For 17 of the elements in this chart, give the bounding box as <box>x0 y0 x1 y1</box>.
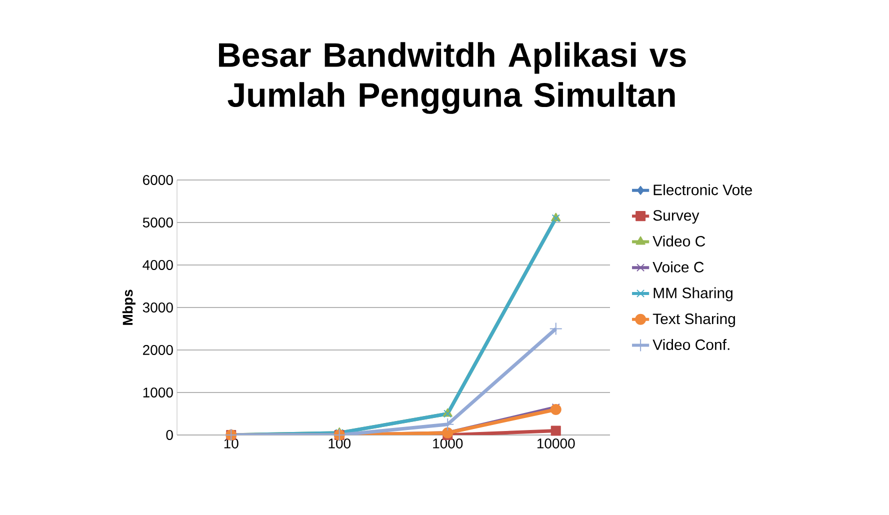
legend-label: Text Sharing <box>652 313 735 328</box>
legend-label: Voice C <box>652 261 704 272</box>
chart-title: Besar Bandwitdh Aplikasi vs Jumlah Pengguna Simultan <box>219 42 686 114</box>
x-tick-label: 10000 <box>537 438 575 448</box>
y-tick-label: 2000 <box>143 345 173 355</box>
y-tick-label: 6000 <box>143 175 173 185</box>
legend-label: Video Conf. <box>652 339 730 350</box>
y-tick-label: 1000 <box>143 388 173 398</box>
legend-label: Electronic Vote <box>654 184 752 196</box>
legend-label: Survey <box>653 210 700 224</box>
legend-label: MM Sharing <box>654 287 732 302</box>
y-tick-label: 5000 <box>142 218 173 228</box>
y-tick-label: 0 <box>166 430 173 440</box>
legend-label: Video C <box>652 236 706 247</box>
y-tick-label: 3000 <box>142 302 173 312</box>
y-axis-title: Mbps <box>122 290 136 325</box>
y-tick-label: 4000 <box>142 260 173 270</box>
